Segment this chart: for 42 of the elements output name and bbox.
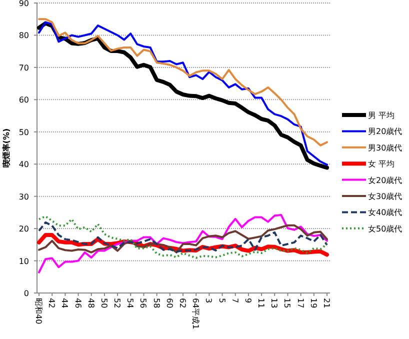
x-tick-label: 48 (86, 298, 96, 308)
legend-label: 男 平均 (368, 111, 395, 120)
x-tick-label: 58 (152, 298, 161, 308)
x-tick-label: 21 (322, 298, 331, 308)
y-tick-label: 20 (18, 224, 29, 234)
y-tick-label: 10 (18, 256, 29, 266)
x-tick-label: 11 (256, 298, 266, 308)
y-tick-label: 80 (18, 31, 29, 40)
x-tick-label: 19 (308, 298, 318, 308)
legend-label: 女50歳代 (368, 224, 402, 234)
y-tick-label: 90 (18, 0, 29, 8)
y-axis-title: 喫煙率(%) (1, 128, 11, 168)
legend-label: 女30歳代 (368, 192, 402, 201)
x-tick-label: 44 (60, 298, 70, 308)
y-tick-label: 40 (18, 160, 29, 170)
x-tick-label: 昭和40 (34, 298, 43, 324)
legend-label: 男20歳代 (368, 127, 402, 136)
legend-label: 女40歳代 (368, 208, 402, 218)
x-tick-label: 5 (217, 298, 226, 304)
legend-label: 女20歳代 (368, 176, 402, 185)
x-tick-label: 54 (126, 298, 135, 308)
x-tick-label: 17 (296, 298, 305, 308)
y-tick-label: 0 (24, 289, 29, 298)
x-tick-label: 3 (204, 298, 214, 304)
x-tick-label: 60 (164, 298, 174, 308)
x-tick-label: 42 (47, 298, 56, 308)
y-tick-label: 70 (18, 63, 29, 72)
legend-label: 女 平均 (368, 160, 395, 169)
x-tick-label: 7 (230, 298, 240, 304)
x-tick-label: 56 (138, 298, 148, 308)
x-tick-label: 50 (99, 298, 108, 308)
legend-label: 男30歳代 (368, 143, 402, 152)
y-tick-label: 30 (18, 192, 29, 202)
y-tick-label: 60 (18, 96, 29, 105)
x-tick-label: 9 (243, 298, 252, 304)
x-tick-label: 46 (73, 298, 82, 308)
x-tick-label: 64平成1 (191, 298, 200, 330)
x-tick-label: 15 (282, 298, 292, 308)
x-tick-label: 13 (270, 298, 279, 308)
x-tick-label: 52 (112, 298, 122, 308)
y-tick-label: 50 (18, 128, 29, 137)
x-tick-label: 62 (178, 298, 187, 308)
